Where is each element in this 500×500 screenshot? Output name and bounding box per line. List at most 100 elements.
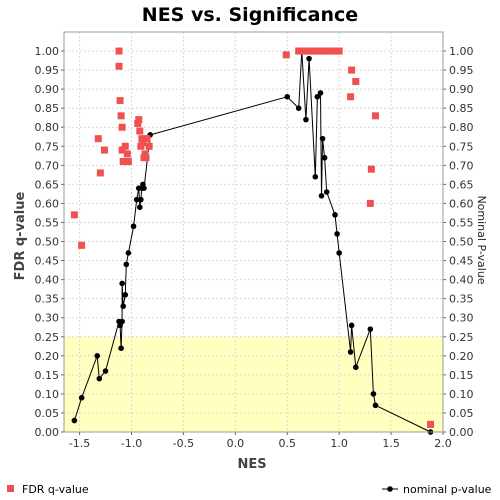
y-right-tick-label: 0.95: [449, 64, 474, 77]
y-axis-left-label: FDR q-value: [13, 191, 28, 280]
y-right-tick-label: 0.45: [449, 255, 474, 268]
nominal-p-value-point: [372, 402, 379, 409]
fdr-q-value-point: [115, 47, 123, 55]
nominal-p-value-point: [141, 185, 147, 191]
chart-title: NES vs. Significance: [142, 4, 358, 26]
y-left-tick-label: 0.30: [35, 312, 60, 325]
fdr-q-value-point: [143, 135, 151, 143]
nominal-p-value-point: [102, 368, 109, 374]
y-left-tick-label: 0.05: [35, 407, 60, 420]
fdr-q-value-point: [282, 51, 290, 59]
fdr-q-value-point: [326, 47, 334, 55]
y-right-tick-label: 0.10: [449, 388, 474, 401]
nominal-p-value-point: [118, 345, 124, 351]
fdr-q-value-point: [141, 150, 149, 158]
nominal-p-value-point: [125, 250, 132, 256]
y-right-tick-label: 0.70: [449, 159, 474, 172]
x-tick-label: 1.5: [382, 437, 400, 450]
fdr-q-value-point: [115, 62, 123, 70]
y-left-tick-label: 0.00: [35, 426, 60, 439]
nominal-p-value-series: [71, 48, 434, 435]
y-left-tick-label: 0.20: [35, 350, 60, 363]
nominal-p-value-point: [318, 193, 325, 199]
y-left-tick-label: 0.55: [35, 216, 60, 229]
nominal-p-value-point: [130, 223, 137, 230]
fdr-q-value-point: [348, 66, 356, 74]
y-left-tick-label: 0.70: [35, 159, 60, 172]
fdr-q-value-point: [142, 154, 150, 162]
legend-fdr-label: FDR q-value: [22, 483, 89, 496]
fdr-q-value-point: [134, 119, 142, 127]
fdr-q-value-point: [121, 142, 129, 150]
nominal-p-value-point: [119, 318, 125, 325]
y-left-tick-label: 0.25: [35, 331, 60, 344]
y-right-tick-label: 0.05: [449, 407, 474, 420]
y-left-tick-label: 0.75: [35, 140, 60, 153]
nominal-p-value-point: [295, 105, 302, 111]
fdr-q-value-point: [124, 158, 132, 166]
y-left-tick-label: 0.95: [35, 64, 60, 77]
significance-band: [64, 336, 443, 432]
nominal-p-value-point: [137, 204, 143, 211]
nominal-p-value-point: [123, 261, 130, 268]
y-right-tick-label: 0.25: [449, 331, 474, 344]
fdr-q-value-point: [138, 135, 146, 143]
nominal-p-value-point: [138, 196, 144, 203]
fdr-q-value-point: [136, 127, 144, 135]
nominal-p-value-point: [336, 250, 342, 256]
fdr-q-value-point: [145, 142, 153, 150]
y-right-tick-label: 0.90: [449, 83, 474, 96]
y-axis-right-label: Nominal P-value: [475, 195, 488, 284]
nominal-p-value-point: [71, 417, 78, 424]
y-right-tick-label: 0.35: [449, 293, 474, 306]
fdr-q-value-point: [118, 123, 126, 131]
y-right-tick-label: 1.00: [449, 45, 474, 58]
nominal-p-value-point: [96, 375, 103, 382]
fdr-q-value-point: [137, 142, 145, 150]
x-tick-label: -0.5: [173, 437, 194, 450]
nominal-p-value-point: [120, 303, 126, 310]
y-left-tick-label: 0.65: [35, 178, 60, 191]
y-left-tick-label: 0.40: [35, 274, 60, 287]
y-right-tick-label: 0.00: [449, 426, 474, 439]
fdr-q-value-point: [123, 150, 131, 158]
fdr-q-value-point: [139, 138, 147, 146]
y-right-tick-label: 0.60: [449, 197, 474, 210]
y-right-tick-label: 0.55: [449, 216, 474, 229]
fdr-q-value-point: [117, 112, 125, 120]
grid: [64, 32, 444, 433]
y-left-tick-label: 0.90: [35, 83, 60, 96]
fdr-q-value-point: [118, 146, 126, 154]
fdr-q-value-point: [116, 97, 124, 105]
fdr-q-value-point: [347, 93, 355, 101]
fdr-q-value-series: [70, 47, 435, 428]
nominal-p-value-point: [334, 231, 340, 237]
nominal-p-value-point: [323, 189, 330, 195]
legend: FDR q-value nominal p-value: [7, 483, 492, 496]
y-right-tick-label: 0.65: [449, 178, 474, 191]
y-left-tick-label: 0.15: [35, 369, 60, 382]
nominal-p-value-point: [306, 55, 312, 62]
nominal-p-value-point: [367, 326, 374, 332]
axes: 0.00 0.00 0.05 0.05 0.10 0.10 0.15 0.15 0.20 0.20…: [35, 31, 474, 450]
fdr-q-value-point: [100, 146, 108, 154]
nominal-p-value-point: [94, 353, 101, 359]
legend-nominal-label: nominal p-value: [403, 483, 492, 496]
nominal-p-value-point: [319, 135, 326, 142]
y-right-tick-label: 0.30: [449, 312, 474, 325]
x-tick-label: -1.5: [69, 437, 90, 450]
fdr-q-value-point: [335, 47, 343, 55]
fdr-q-value-point: [135, 116, 143, 124]
fdr-q-value-point: [352, 78, 360, 86]
x-tick-label: 1.0: [330, 437, 348, 450]
y-right-tick-label: 0.50: [449, 236, 474, 249]
nominal-p-value-point: [317, 90, 324, 96]
fdr-q-value-point: [94, 135, 102, 143]
legend-fdr-swatch: [7, 485, 14, 492]
x-tick-label: 0.5: [278, 437, 296, 450]
y-left-tick-label: 0.10: [35, 388, 60, 401]
legend-nominal-dot: [387, 486, 393, 492]
nominal-p-value-point: [312, 173, 319, 180]
y-right-tick-label: 0.15: [449, 369, 474, 382]
